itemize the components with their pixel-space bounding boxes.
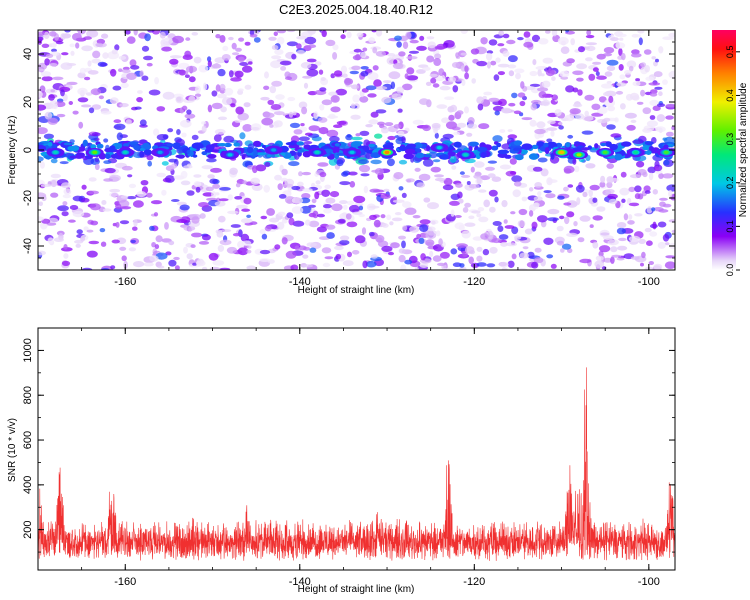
hot-spot-15	[657, 147, 675, 157]
spectrogram-x-axis-label: Height of straight line (km)	[298, 285, 415, 296]
snr-panel: -160 -140 -120 -100 200 400 600 800 1000 Height …	[7, 327, 676, 595]
y-tick-label: 200	[22, 520, 34, 538]
x-tick-label: -140	[289, 576, 311, 588]
colorbar-ticks: 0.0 0.1 0.2 0.3 0.4 0.5	[725, 46, 740, 277]
snr-y-axis-label: SNR (10 * v/v)	[7, 418, 18, 482]
y-tick-label: -20	[22, 190, 34, 206]
snr-series-line	[38, 367, 675, 561]
hot-spot-9	[430, 143, 449, 153]
figure-title: C2E3.2025.004.18.40.R12	[279, 2, 433, 17]
x-tick-label: -160	[114, 576, 136, 588]
colorbar-tick-label: 0.4	[725, 89, 735, 102]
colorbar-tick-label: 0.1	[725, 220, 735, 233]
hot-spot-4	[221, 150, 239, 160]
hot-spot-0	[46, 147, 65, 157]
colorbar-tick-label: 0.3	[725, 133, 735, 146]
hot-spot-14	[626, 147, 645, 157]
y-tick-label: 1000	[22, 338, 34, 362]
spectrogram-axes: -160 -140 -120 -100 -40 -20 0 20 40	[22, 29, 675, 288]
hot-spot-12	[570, 150, 588, 160]
y-tick-label: 20	[22, 96, 34, 108]
x-tick-label: -160	[114, 276, 136, 288]
x-tick-label: -100	[638, 276, 660, 288]
colorbar-tick-label: 0.2	[725, 176, 735, 189]
colorbar: 0.0 0.1 0.2 0.3 0.4 0.5 Normalized spectral a…	[712, 30, 749, 276]
colorbar-label: Normalized spectral amplitude	[738, 82, 749, 217]
y-tick-label: 600	[22, 431, 34, 449]
colorbar-tick-label: 0.5	[725, 46, 735, 59]
spectrogram-panel: -160 -140 -120 -100 -40 -20 0 20 40 Height of st…	[7, 29, 676, 296]
hot-spot-11	[552, 147, 571, 157]
hot-spot-7	[343, 147, 362, 157]
colorbar-tick-label: 0.0	[725, 264, 735, 277]
snr-x-axis-label: Height of straight line (km)	[298, 584, 415, 595]
snr-frame	[37, 327, 676, 571]
x-tick-label: -100	[638, 576, 660, 588]
spectrogram-hot-spots	[46, 143, 675, 160]
hot-spot-8	[378, 147, 396, 157]
spectrogram-y-axis-label: Frequency (Hz)	[7, 116, 18, 185]
hot-spot-2	[116, 147, 135, 157]
hot-spot-1	[85, 147, 104, 157]
y-tick-label: 0	[22, 147, 34, 153]
y-tick-label: -40	[22, 238, 34, 254]
y-tick-label: 800	[22, 386, 34, 404]
colorbar-scale	[712, 30, 736, 270]
spectrogram-heatmap	[38, 30, 675, 270]
hot-spot-6	[308, 147, 327, 157]
x-tick-label: -140	[289, 276, 311, 288]
x-tick-label: -120	[463, 576, 485, 588]
y-tick-label: 40	[22, 48, 34, 60]
hot-spot-13	[596, 147, 615, 157]
x-tick-label: -120	[463, 276, 485, 288]
hot-spot-10	[456, 150, 475, 160]
hot-spot-5	[264, 145, 283, 155]
hot-spot-3	[151, 147, 170, 157]
snr-axes: -160 -140 -120 -100 200 400 600 800 1000	[22, 327, 675, 588]
y-tick-label: 400	[22, 476, 34, 494]
